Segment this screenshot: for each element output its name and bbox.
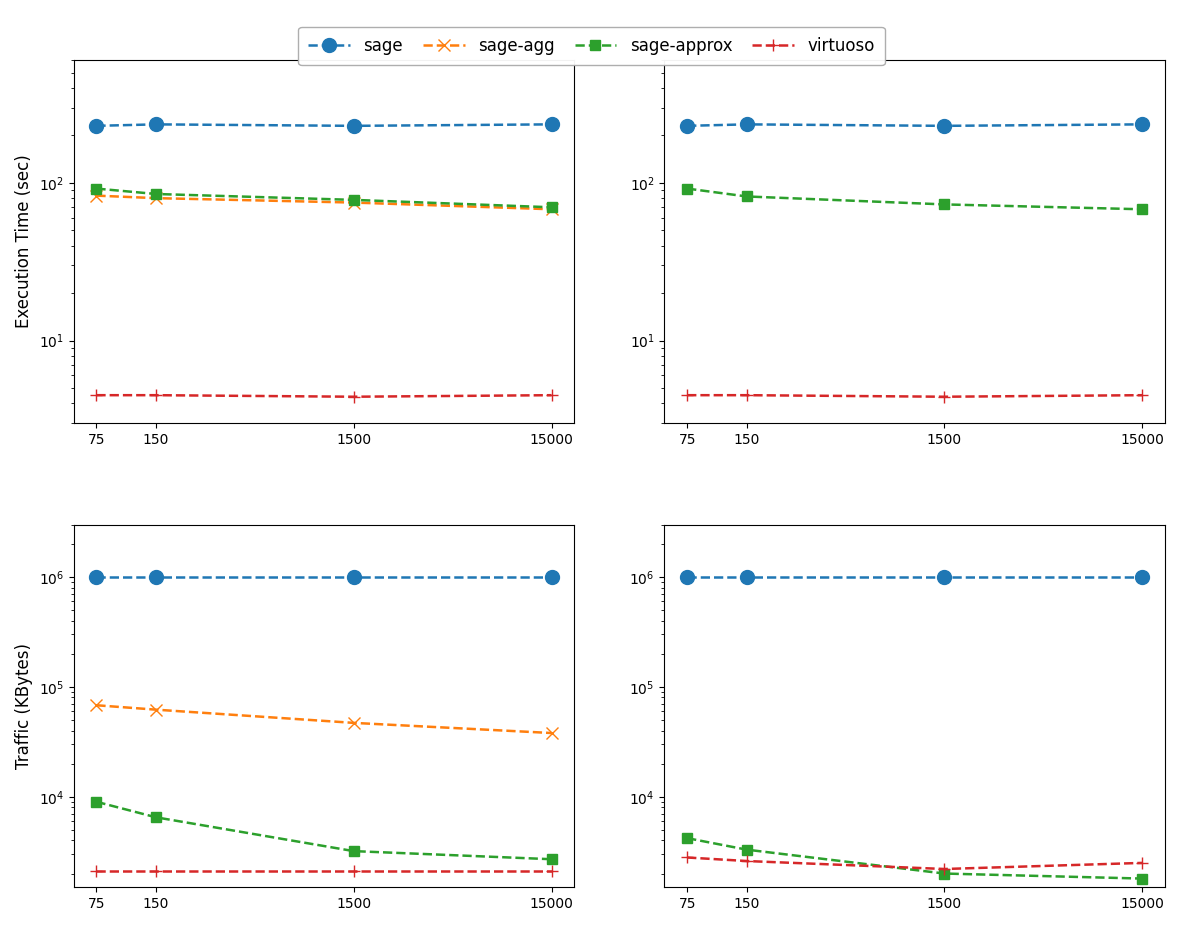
sage-approx <box>937 199 951 210</box>
Line: sage-approx: sage-approx <box>683 183 1148 214</box>
virtuoso <box>937 391 951 402</box>
virtuoso <box>739 856 754 867</box>
sage-agg <box>347 718 361 729</box>
Line: sage-agg: sage-agg <box>90 699 557 739</box>
Y-axis label: Traffic (KBytes): Traffic (KBytes) <box>15 643 33 769</box>
sage-approx <box>347 845 361 857</box>
sage <box>149 571 163 582</box>
Line: virtuoso: virtuoso <box>681 851 1149 875</box>
sage-approx <box>347 194 361 206</box>
Legend: sage, sage-agg, sage-approx, virtuoso: sage, sage-agg, sage-approx, virtuoso <box>298 27 885 65</box>
Y-axis label: Execution Time (sec): Execution Time (sec) <box>15 155 33 329</box>
virtuoso <box>544 390 558 401</box>
virtuoso <box>1136 390 1150 401</box>
Line: virtuoso: virtuoso <box>681 389 1149 403</box>
virtuoso <box>680 852 694 863</box>
sage-approx <box>680 832 694 844</box>
Line: sage-agg: sage-agg <box>90 190 557 216</box>
sage <box>1136 119 1150 130</box>
sage-agg <box>89 700 103 711</box>
Line: virtuoso: virtuoso <box>90 865 557 878</box>
sage-approx <box>544 854 558 865</box>
Line: sage: sage <box>90 570 558 584</box>
sage <box>544 571 558 582</box>
virtuoso <box>347 866 361 877</box>
Line: sage-approx: sage-approx <box>91 797 556 864</box>
sage-agg <box>347 197 361 208</box>
sage <box>347 571 361 582</box>
sage-agg <box>149 193 163 204</box>
sage <box>739 571 754 582</box>
virtuoso <box>347 391 361 402</box>
sage-agg <box>89 190 103 201</box>
virtuoso <box>149 390 163 401</box>
Line: sage: sage <box>680 118 1149 132</box>
sage <box>544 119 558 130</box>
sage-agg <box>544 728 558 739</box>
sage-approx <box>937 868 951 879</box>
virtuoso <box>89 390 103 401</box>
sage <box>739 119 754 130</box>
virtuoso <box>739 390 754 401</box>
Line: sage: sage <box>680 570 1149 584</box>
sage-approx <box>149 188 163 199</box>
virtuoso <box>544 866 558 877</box>
virtuoso <box>1136 857 1150 869</box>
sage-agg <box>544 204 558 215</box>
sage-approx <box>739 845 754 856</box>
Line: sage-approx: sage-approx <box>683 833 1148 883</box>
sage-approx <box>149 812 163 823</box>
sage <box>89 120 103 131</box>
sage-approx <box>680 183 694 194</box>
sage <box>680 120 694 131</box>
sage-approx <box>739 191 754 202</box>
sage <box>149 119 163 130</box>
sage <box>937 120 951 131</box>
virtuoso <box>680 390 694 401</box>
sage-agg <box>149 704 163 715</box>
virtuoso <box>89 866 103 877</box>
sage <box>937 571 951 582</box>
Line: sage-approx: sage-approx <box>91 183 556 212</box>
Line: virtuoso: virtuoso <box>90 389 557 403</box>
virtuoso <box>937 863 951 874</box>
Line: sage: sage <box>90 118 558 132</box>
sage-approx <box>544 202 558 213</box>
sage-approx <box>89 796 103 807</box>
sage <box>347 120 361 131</box>
sage <box>680 571 694 582</box>
sage-approx <box>1136 204 1150 215</box>
virtuoso <box>149 866 163 877</box>
sage <box>89 571 103 582</box>
sage <box>1136 571 1150 582</box>
sage-approx <box>89 183 103 194</box>
sage-approx <box>1136 873 1150 884</box>
